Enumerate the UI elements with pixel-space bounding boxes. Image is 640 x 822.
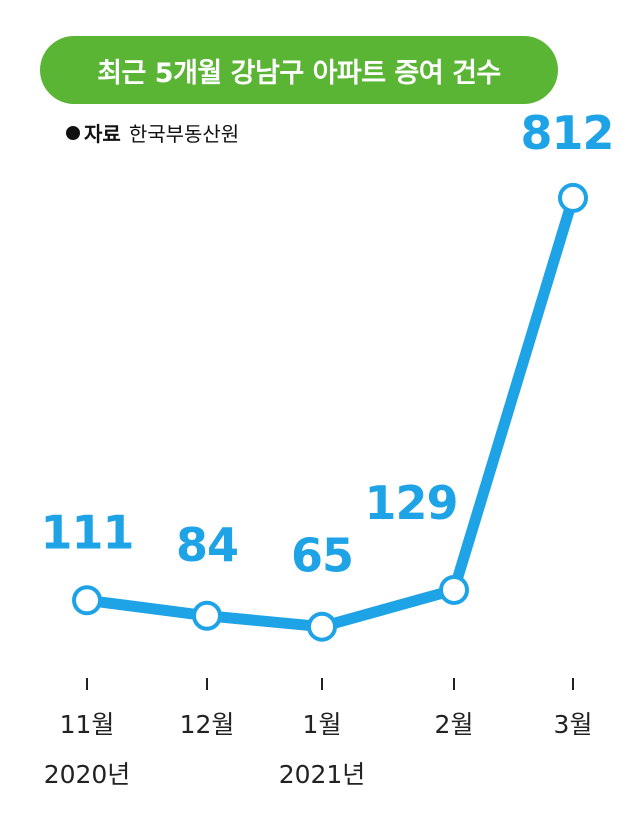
data-label-1: 111 [40,505,133,559]
chart-title: 최근 5개월 강남구 아파트 증여 건수 [97,57,501,89]
bullet-icon [66,125,80,140]
source-note: 자료 한국부동산원 [66,118,239,147]
x-tick-label-4: 2월 [435,710,474,739]
source-text: 한국부동산원 [128,122,240,146]
data-label-5: 812 [520,106,613,160]
x-tick-label-2: 12월 [180,710,235,739]
chart-title-banner: 최근 5개월 강남구 아파트 증여 건수 [40,36,558,104]
year-label-1: 2020년 [44,760,131,789]
data-label-4: 129 [364,476,457,530]
data-point-4 [439,574,469,605]
year-label-3: 2021년 [279,760,366,789]
data-label-2: 84 [176,518,238,572]
data-point-3 [307,611,337,642]
x-tick-label-5: 3월 [554,710,593,739]
x-tick-label-3: 1월 [303,710,342,739]
source-label: 자료 [84,122,121,146]
data-label-3: 65 [291,529,353,583]
x-tick-label-1: 11월 [60,710,115,739]
data-point-5 [558,182,588,213]
data-point-1 [72,585,102,616]
data-point-2 [192,600,222,631]
